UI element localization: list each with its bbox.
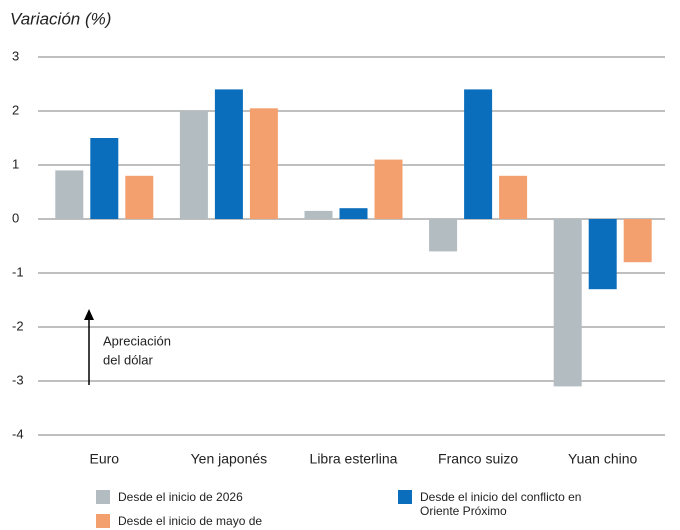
- bar: [214, 89, 243, 220]
- legend-label: Desde el inicio de mayo de 2026: [118, 514, 263, 530]
- bar: [429, 219, 458, 252]
- legend-item: Desde el inicio del conflicto en Oriente…: [398, 490, 592, 518]
- annotation-text: Apreciación: [103, 333, 171, 348]
- x-tick-label: Franco suizo: [438, 451, 518, 467]
- x-tick-label: Euro: [90, 451, 120, 467]
- legend-item: Desde el inicio de mayo de 2026: [96, 514, 290, 530]
- chart-svg: Variación (%) -4 -3 -2 -1 0 1 2 3 Euro Yen japoné…: [10, 9, 665, 467]
- bar: [125, 175, 154, 219]
- legend-label: Desde el inicio de 2026: [118, 490, 243, 504]
- bar: [588, 219, 617, 290]
- y-tick-label: 1: [12, 156, 19, 171]
- y-tick-label: -1: [12, 264, 24, 279]
- legend-item: Desde el inicio de 2026: [96, 490, 243, 504]
- chart-title: Variación (%): [10, 9, 111, 28]
- y-tick-label: -3: [12, 372, 24, 387]
- bar: [464, 89, 493, 220]
- legend-swatch: [96, 514, 110, 528]
- bar: [374, 159, 403, 219]
- legend-swatch: [96, 490, 110, 504]
- bar: [553, 219, 582, 387]
- annotation-arrowhead: [84, 309, 94, 320]
- bar: [339, 208, 368, 219]
- bar: [623, 219, 652, 263]
- y-tick-label: -2: [12, 318, 24, 333]
- bar: [90, 138, 119, 219]
- bar: [179, 111, 208, 219]
- x-tick-label: Libra esterlina: [310, 451, 398, 467]
- y-tick-label: 0: [12, 210, 19, 225]
- annotation-text: del dólar: [103, 352, 154, 367]
- y-tick-label: -4: [12, 426, 24, 441]
- x-tick-label: Yuan chino: [568, 451, 637, 467]
- x-tick-label: Yen japonés: [191, 451, 268, 467]
- legend-swatch: [398, 490, 412, 504]
- y-tick-label: 3: [12, 48, 19, 63]
- y-tick-label: 2: [12, 102, 19, 117]
- bar: [249, 108, 278, 219]
- legend-label: Desde el inicio del conflicto en Oriente…: [420, 490, 582, 518]
- bar: [55, 170, 84, 219]
- bar: [499, 175, 528, 219]
- bar: [304, 210, 333, 219]
